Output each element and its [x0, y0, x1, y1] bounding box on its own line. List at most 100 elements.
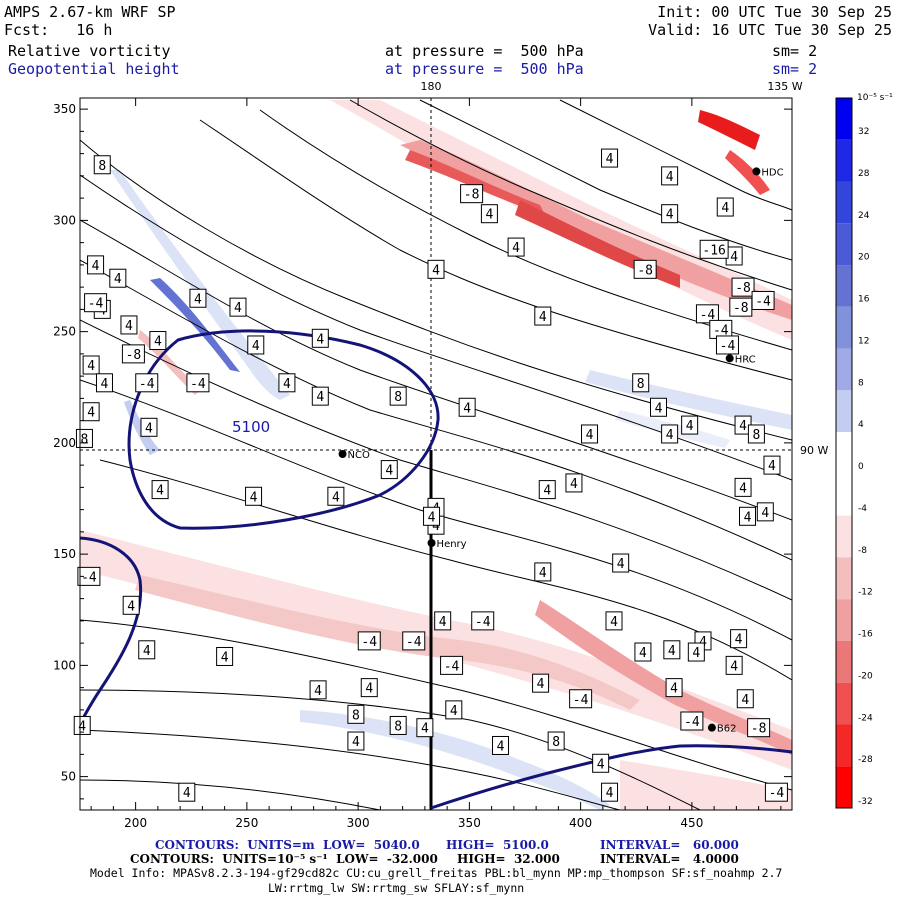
label-box [699, 239, 729, 259]
valid-time: Valid: 16 UTC Tue 30 Sep 25 [648, 21, 892, 39]
vorticity-contour-label: 4 [95, 373, 113, 393]
label-text: 4 [666, 170, 674, 185]
neg-vorticity-core-3 [698, 110, 760, 150]
vorticity-contour-label: 4 [532, 673, 550, 693]
label-text: 4 [692, 646, 700, 661]
vorticity-contour-label: 8 [93, 155, 111, 175]
label-text: -8 [126, 348, 142, 363]
label-box [763, 455, 781, 475]
label-text: -4 [444, 659, 460, 674]
label-text: 4 [385, 464, 393, 479]
vorticity-contour-label: -8 [747, 718, 771, 738]
vorticity-contour-label: 4 [601, 148, 619, 168]
label-box [402, 631, 426, 651]
vorticity-contour-label: -4 [695, 304, 719, 324]
vorticity-contour-label: 4 [229, 297, 247, 317]
label-text: 4 [666, 428, 674, 443]
vorticity-contour-label: 4 [538, 480, 556, 500]
vorticity-contour-label: -8 [121, 344, 145, 364]
x-tick-label: 400 [569, 816, 592, 830]
station-label: HRC [735, 354, 756, 365]
x-tick-label: 250 [235, 816, 258, 830]
axis-ticks: 200 250 300 350 400 450 50 100 150 200 250 300 350 [53, 98, 792, 830]
vorticity-field [80, 98, 792, 810]
label-box [471, 611, 495, 631]
colorbar-tick-label: 8 [858, 378, 864, 388]
vorticity-contour-label: 4 [665, 678, 683, 698]
label-box [347, 704, 365, 724]
label-box [632, 373, 650, 393]
colorbar-swatch [836, 181, 852, 224]
label-box [327, 486, 345, 506]
vorticity-contour-label: 4 [311, 328, 329, 348]
label-box [122, 595, 140, 615]
vorticity-contour-label: 4 [492, 735, 510, 755]
height-contour-5040-bottom [430, 744, 792, 810]
label-text: 4 [606, 786, 614, 801]
label-text: 4 [617, 557, 625, 572]
footer-vort-high: HIGH= 32.000 [457, 852, 560, 866]
label-box [665, 678, 683, 698]
label-box [650, 397, 667, 417]
label-box [687, 642, 705, 662]
vorticity-contour-label: -8 [460, 184, 484, 204]
label-box [357, 631, 381, 651]
height-contour-5100 [127, 329, 440, 530]
vorticity-contour-label: -4 [84, 293, 108, 313]
colorbar-swatch [836, 139, 852, 182]
vorticity-contour-label: -4 [77, 566, 101, 586]
label-text: -4 [684, 715, 700, 730]
forecast-hour: Fcst: 16 h [4, 21, 113, 39]
vorticity-contour-label: 4 [87, 255, 105, 275]
label-box [581, 424, 599, 444]
y-tick-label: 350 [53, 102, 76, 116]
label-text: 4 [143, 644, 151, 659]
label-box [492, 735, 510, 755]
footer-vort-contours: CONTOURS: UNITS=10⁻⁵ s⁻¹ LOW= -32.000 [130, 852, 438, 866]
label-text: 4 [365, 682, 373, 697]
label-text: 4 [92, 259, 100, 274]
label-text: 4 [730, 659, 738, 674]
label-text: 4 [539, 566, 547, 581]
label-box [739, 506, 756, 526]
label-box [592, 753, 610, 773]
label-box [716, 197, 734, 217]
x-tick-label: 350 [458, 816, 481, 830]
height-contour-5040-left [80, 536, 143, 721]
label-box [178, 782, 196, 802]
label-box [216, 646, 234, 666]
vorticity-contour-label: 4 [327, 486, 345, 506]
vorticity-contour-label: 4 [416, 718, 434, 738]
label-text: 4 [741, 693, 749, 708]
label-box [633, 259, 657, 279]
vorticity-contour-label: 4 [151, 480, 169, 500]
vorticity-contour-label: 4 [725, 655, 743, 675]
footer-height-contours: CONTOURS: UNITS=m LOW= 5040.0 [155, 838, 420, 852]
label-text: 4 [87, 406, 95, 421]
label-box [380, 460, 398, 480]
vorticity-contour-label: 8 [632, 373, 650, 393]
colorbar-tick-label: -12 [858, 588, 873, 598]
station-label: NCO [348, 450, 370, 461]
vorticity-contour-label: 8 [347, 704, 365, 724]
neg-vorticity-patch-bottom [620, 760, 792, 810]
label-box [84, 293, 108, 313]
vorticity-contour-label: -4 [751, 290, 775, 310]
colorbar-tick-label: 4 [858, 420, 864, 430]
label-text: 4 [332, 490, 340, 505]
label-text: 4 [606, 152, 614, 167]
vorticity-contour-label: 4 [730, 629, 748, 649]
vorticity-contour-label: 8 [389, 715, 407, 735]
label-box [725, 655, 743, 675]
label-text: 4 [539, 310, 547, 325]
label-text: 4 [316, 390, 324, 405]
vorticity-contour-label: 4 [347, 731, 365, 751]
vorticity-contour-label: -4 [569, 689, 593, 709]
colorbar-swatch [836, 557, 852, 600]
label-text: 4 [450, 704, 458, 719]
vorticity-contour-label: -4 [715, 335, 739, 355]
label-box [764, 782, 788, 802]
label-box [140, 417, 158, 437]
label-text: 4 [127, 599, 135, 614]
field2-level: at pressure = 500 hPa [385, 60, 584, 78]
